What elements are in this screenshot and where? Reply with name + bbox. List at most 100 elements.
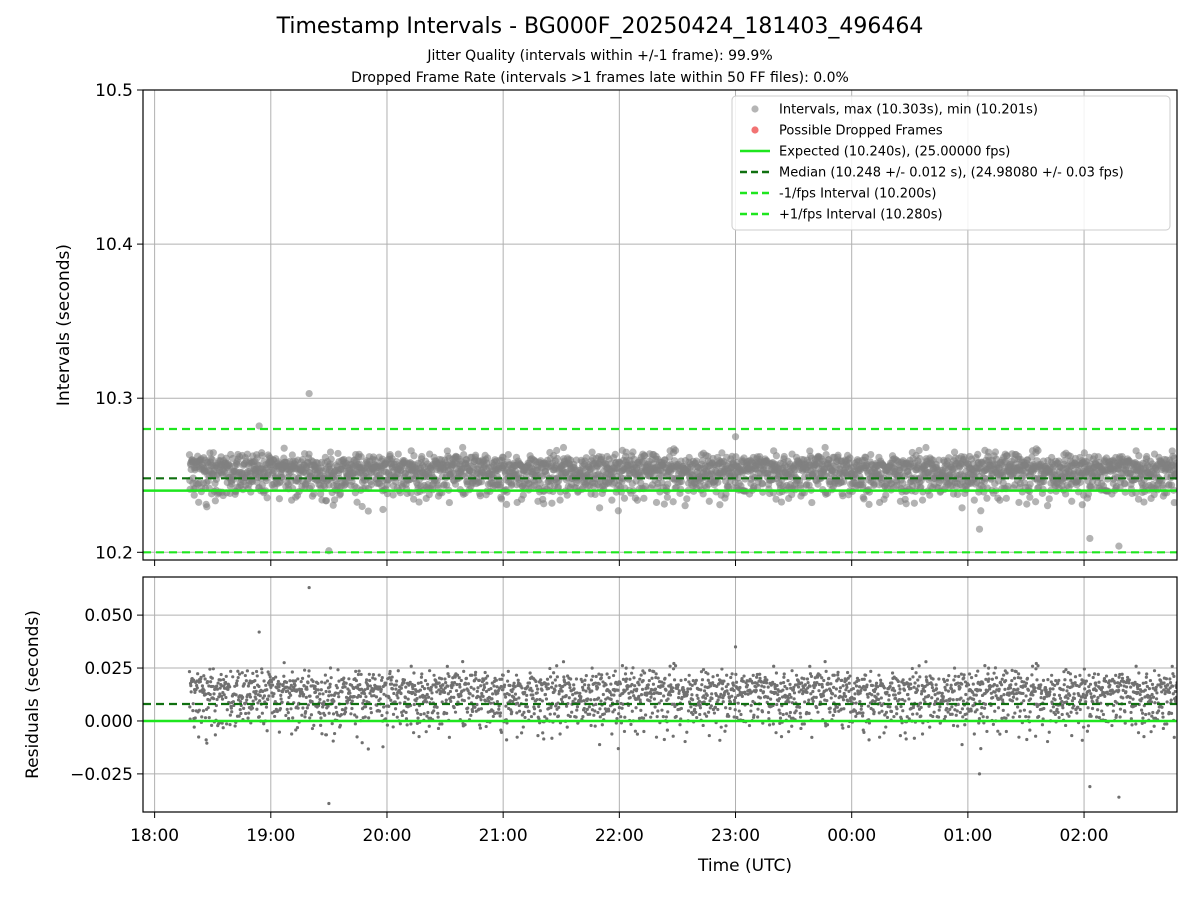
residual-point — [380, 713, 384, 718]
residual-point — [689, 705, 693, 709]
residual-point — [580, 680, 584, 684]
residual-point — [683, 678, 688, 682]
residual-point — [499, 684, 503, 689]
residual-point — [773, 687, 777, 691]
residual-point — [341, 685, 345, 690]
residual-point — [514, 697, 518, 701]
residual-point — [414, 689, 418, 693]
residual-point — [778, 721, 782, 725]
residual-point — [875, 685, 880, 689]
residual-point — [812, 695, 816, 699]
residual-point — [473, 705, 477, 709]
residual-point — [580, 685, 585, 690]
residual-point — [876, 692, 880, 696]
residual-point — [319, 723, 323, 727]
residual-point — [215, 697, 219, 702]
residual-point — [564, 704, 569, 708]
residual-point — [599, 676, 603, 680]
residual-point — [296, 677, 300, 681]
residual-point — [697, 699, 702, 704]
residual-point — [403, 696, 408, 700]
residual-point — [578, 691, 582, 695]
residual-point — [702, 700, 706, 704]
residual-point — [566, 701, 570, 706]
residual-point — [452, 705, 456, 710]
residual-point — [244, 711, 248, 716]
residual-point — [221, 677, 226, 682]
residual-point — [387, 704, 391, 708]
residual-point — [371, 676, 375, 680]
residual-point — [482, 685, 487, 689]
interval-point — [310, 490, 318, 498]
residual-point — [677, 691, 681, 695]
residual-point — [787, 730, 791, 734]
residual-point — [781, 688, 785, 692]
residual-point — [427, 695, 431, 699]
residual-point — [486, 699, 491, 703]
interval-point — [327, 455, 335, 463]
residual-point — [726, 692, 730, 696]
residual-point — [236, 669, 240, 673]
residual-point — [575, 708, 579, 712]
residual-point — [584, 674, 588, 678]
residual-point — [317, 692, 322, 696]
residual-point — [250, 706, 255, 710]
residual-point — [673, 664, 678, 668]
interval-point — [258, 451, 266, 460]
residual-point — [571, 693, 575, 697]
interval-point — [716, 501, 724, 509]
residual-point — [506, 669, 510, 673]
residual-point — [229, 706, 233, 710]
residual-point — [544, 684, 548, 689]
residual-point — [568, 685, 572, 690]
residual-point — [847, 681, 851, 685]
residual-point — [848, 674, 852, 678]
residual-point — [213, 709, 217, 713]
residual-point — [555, 675, 559, 679]
residual-point — [740, 694, 744, 698]
residual-point — [683, 739, 687, 744]
residual-point — [643, 713, 648, 717]
residual-point — [776, 692, 780, 697]
y-tick-label: 10.4 — [95, 235, 133, 255]
residual-point — [743, 692, 748, 696]
residual-point — [204, 738, 208, 742]
residual-point — [562, 680, 567, 684]
residual-point — [329, 693, 334, 697]
residual-point — [322, 700, 326, 704]
residual-point — [258, 694, 262, 698]
residual-point — [616, 682, 620, 687]
interval-point — [209, 449, 217, 457]
residual-point — [614, 680, 618, 684]
residual-point — [598, 707, 602, 711]
residual-point — [361, 701, 365, 705]
residual-point — [575, 691, 579, 695]
residual-point — [354, 678, 358, 683]
residual-point — [808, 664, 812, 668]
residual-point — [491, 692, 495, 696]
residual-point — [639, 708, 643, 713]
interval-point — [614, 507, 622, 515]
residual-point — [379, 687, 383, 691]
residual-point — [409, 722, 413, 726]
residual-point — [254, 689, 258, 693]
residual-point — [363, 705, 368, 709]
dropped-frame-subtitle: Dropped Frame Rate (intervals >1 frames … — [351, 70, 849, 86]
residual-point — [450, 681, 454, 685]
residual-point — [310, 726, 315, 731]
interval-point — [867, 450, 875, 459]
residual-point — [198, 680, 202, 684]
residual-point — [779, 681, 783, 685]
interval-point — [975, 525, 984, 533]
interval-point — [330, 496, 339, 504]
interval-point — [275, 495, 284, 503]
residual-point — [553, 688, 557, 692]
interval-point — [772, 452, 781, 460]
residual-point — [331, 712, 336, 716]
residual-point — [222, 693, 226, 697]
residual-point — [791, 688, 796, 692]
interval-point — [916, 454, 924, 463]
residual-point — [365, 678, 369, 682]
residual-point — [758, 672, 762, 676]
